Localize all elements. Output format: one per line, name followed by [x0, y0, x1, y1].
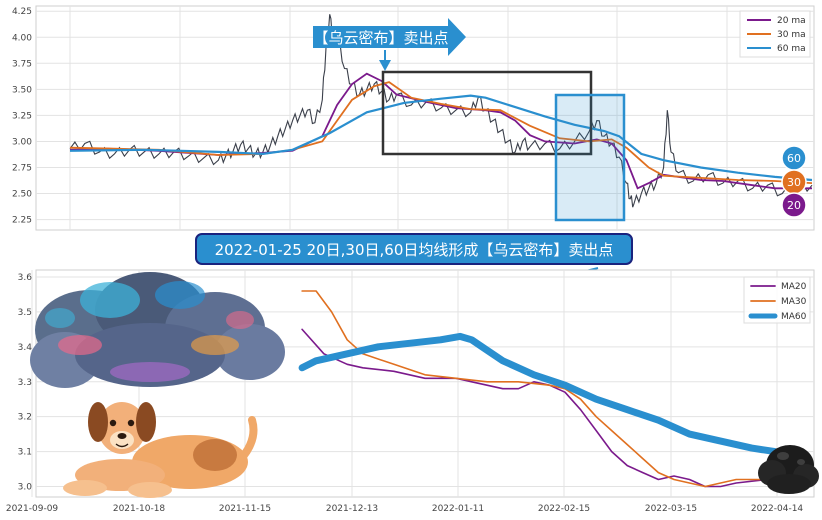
top-y-tick-label: 2.75 — [12, 163, 32, 173]
top-grid — [36, 6, 814, 230]
top-legend-label: 60 ma — [777, 44, 806, 54]
bottom-x-tick-label: 2022-02-15 — [538, 504, 590, 514]
top-y-tick-label: 3.75 — [12, 59, 32, 69]
bottom-legend-label: MA30 — [781, 297, 807, 307]
end-marker-20 — [781, 192, 807, 218]
middle-banner-box — [195, 233, 633, 265]
storm-cloud-icon — [30, 272, 285, 388]
bottom-legend: MA20 MA30 MA60 — [743, 276, 811, 324]
top-chart: 2.25 2.50 2.75 3.00 3.25 3.50 3.75 4.00 4.25 【乌云… — [12, 5, 815, 231]
sell-zone-box — [554, 93, 626, 222]
bottom-y-ticks: 3.0 3.1 3.2 3.3 3.4 3.5 3.6 — [18, 273, 33, 493]
top-legend: 20 ma 30 ma 60 ma — [739, 10, 811, 58]
bottom-x-tick-label: 2022-04-14 — [751, 504, 804, 514]
bottom-x-tick-label: 2022-03-15 — [645, 504, 697, 514]
top-y-tick-label: 4.25 — [12, 7, 32, 17]
dog-icon — [63, 402, 258, 498]
bottom-chart: 3.0 3.1 3.2 3.3 3.4 3.5 3.6 2021-09-09 2021-10-… — [6, 269, 819, 514]
bottom-x-ticks: 2021-09-09 2021-10-18 2021-11-15 2021-12-13… — [6, 504, 804, 514]
top-legend-label: 20 ma — [777, 16, 806, 26]
banner-arrow-shape — [313, 18, 466, 56]
top-series-lines — [69, 72, 813, 190]
top-banner-text: 【乌云密布】卖出点 — [313, 29, 448, 47]
bottom-x-tick-label: 2021-09-09 — [6, 504, 59, 514]
end-value-markers: 60 30 20 — [781, 145, 807, 218]
bottom-x-tick-label: 2022-01-11 — [432, 504, 484, 514]
bottom-y-tick-label: 3.6 — [18, 273, 33, 283]
middle-banner: 2022-01-25 20日,30日,60日均线形成【乌云密布】卖出点 — [195, 233, 633, 285]
dark-cloud-icon — [758, 445, 819, 494]
bottom-series-2 — [298, 332, 779, 456]
bottom-legend-label: MA20 — [781, 282, 807, 292]
end-marker-label: 30 — [787, 176, 801, 189]
bottom-y-tick-label: 3.3 — [18, 378, 32, 388]
bottom-x-tick-label: 2021-11-15 — [219, 504, 271, 514]
bottom-y-tick-label: 3.0 — [18, 483, 33, 493]
top-y-tick-label: 3.00 — [12, 137, 32, 147]
top-y-tick-label: 3.25 — [12, 111, 32, 121]
top-y-tick-label: 2.50 — [12, 190, 32, 200]
middle-banner-text: 2022-01-25 20日,30日,60日均线形成【乌云密布】卖出点 — [215, 241, 614, 259]
consolidation-box — [381, 70, 593, 156]
top-series-2 — [69, 94, 813, 182]
end-marker-label: 20 — [787, 199, 801, 212]
bottom-x-tick-label: 2021-12-13 — [326, 504, 378, 514]
bottom-x-tick-label: 2021-10-18 — [113, 504, 166, 514]
top-y-tick-label: 3.50 — [12, 85, 32, 95]
bottom-y-tick-label: 3.5 — [18, 308, 32, 318]
down-arrow-icon — [379, 50, 391, 71]
top-legend-label: 30 ma — [777, 30, 806, 40]
top-y-ticks: 2.25 2.50 2.75 3.00 3.25 3.50 3.75 4.00 4.25 — [12, 7, 32, 225]
top-y-tick-label: 2.25 — [12, 216, 32, 226]
end-marker-label: 60 — [787, 152, 801, 165]
top-banner: 【乌云密布】卖出点 — [313, 18, 466, 56]
bottom-y-tick-label: 3.4 — [18, 343, 33, 353]
bottom-y-tick-label: 3.2 — [18, 413, 32, 423]
bottom-y-tick-label: 3.1 — [18, 448, 32, 458]
bottom-series-lines — [298, 290, 792, 488]
bottom-legend-label: MA60 — [781, 312, 807, 322]
top-y-tick-label: 4.00 — [12, 33, 32, 43]
